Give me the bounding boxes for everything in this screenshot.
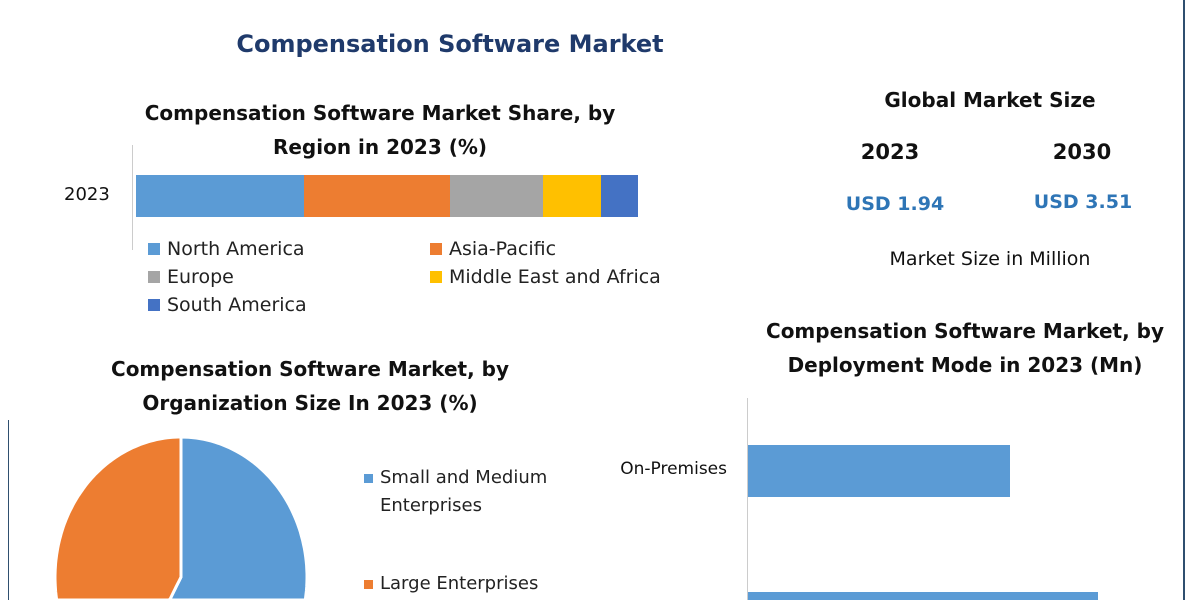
frame-divider-left: [8, 420, 9, 600]
legend-label: Small and Medium: [380, 467, 548, 488]
legend-label: Middle East and Africa: [449, 266, 661, 288]
deployment-category-label: On-Premises: [620, 459, 727, 479]
year-2030: 2030: [1052, 140, 1112, 164]
legend-label: Europe: [167, 266, 234, 288]
region-bar-segment-south-america: [600, 175, 638, 217]
region-bar-segment-asia-pacific: [304, 175, 450, 217]
region-category-label: 2023: [64, 184, 110, 205]
market-size-panel: Global Market Size 2023 2030 USD 1.94 US…: [820, 80, 1160, 280]
frame-divider: [1183, 0, 1185, 600]
page-title: Compensation Software Market: [236, 30, 664, 58]
unit-note: Market Size in Million: [889, 248, 1091, 270]
deployment-bar-0: [748, 445, 1010, 497]
org-size-pie: [53, 435, 309, 600]
org-size-legend: Small and Medium Enterprises Large Enterpr…: [364, 464, 584, 598]
region-chart-title: Compensation Software Market Share, by R…: [144, 101, 616, 159]
legend-label: Enterprises: [380, 495, 482, 516]
region-bar-segment-europe: [449, 175, 543, 217]
legend-item: Asia-Pacific: [430, 238, 710, 260]
legend-swatch: [148, 243, 160, 255]
deployment-chart-title: Compensation Software Market, by Deploym…: [766, 319, 1164, 377]
region-legend: North America Asia-Pacific Europe Middle Ea…: [148, 238, 708, 316]
legend-label: South America: [167, 294, 307, 316]
value-2030: USD 3.51: [1033, 191, 1133, 213]
value-2023: USD 1.94: [845, 193, 945, 215]
org-size-chart-title: Compensation Software Market, by Organiz…: [111, 357, 509, 415]
legend-label: Asia-Pacific: [449, 238, 557, 260]
legend-item: North America: [148, 238, 430, 260]
region-bar-segment-middle-east-and-africa: [542, 175, 601, 217]
region-bar-segment-north-america: [136, 175, 304, 217]
pie-legend-item: Large Enterprises: [364, 570, 584, 598]
region-axis-line: [132, 145, 133, 250]
year-2023: 2023: [860, 140, 920, 164]
legend-item: Europe: [148, 266, 430, 288]
pie-slice-1: [53, 435, 183, 600]
legend-swatch: [430, 243, 442, 255]
legend-label: North America: [167, 238, 305, 260]
region-stacked-bar: [136, 175, 638, 217]
legend-swatch: [148, 299, 160, 311]
deployment-axis-line: [747, 398, 748, 600]
legend-swatch: [148, 271, 160, 283]
legend-swatch: [364, 474, 373, 483]
market-size-heading: Global Market Size: [884, 88, 1096, 112]
legend-swatch: [430, 271, 442, 283]
legend-item: Middle East and Africa: [430, 266, 710, 288]
legend-item: South America: [148, 294, 430, 316]
pie-legend-item: Small and Medium Enterprises: [364, 464, 584, 520]
legend-label: Large Enterprises: [380, 573, 539, 594]
deployment-bar-1: [748, 592, 1098, 600]
legend-swatch: [364, 580, 373, 589]
